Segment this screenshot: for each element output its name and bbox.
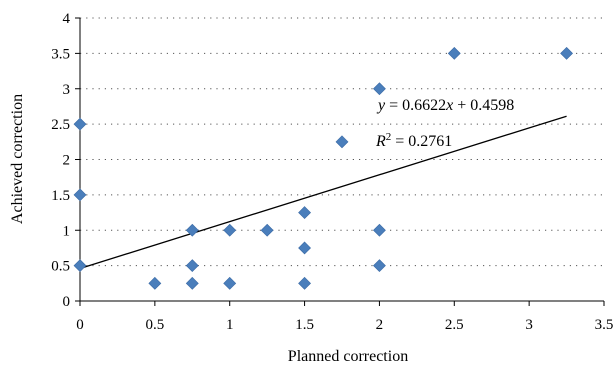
x-axis-title: Planned correction xyxy=(288,348,408,365)
y-tick-label-0: 0 xyxy=(63,294,71,310)
data-point-4 xyxy=(185,276,199,290)
data-point-14 xyxy=(373,259,386,273)
r-squared-exponent: 2 xyxy=(386,131,392,143)
data-point-8 xyxy=(223,223,237,237)
trendline-group xyxy=(79,115,567,270)
equation-slope: = 0.6622 xyxy=(385,97,446,114)
x-tick-label-4: 2 xyxy=(376,317,384,333)
equation-intercept: + 0.4598 xyxy=(453,97,514,114)
data-point-13 xyxy=(335,135,349,149)
data-point-17 xyxy=(447,46,461,60)
x-tick-label-5: 2.5 xyxy=(445,317,464,333)
data-point-5 xyxy=(185,259,199,273)
y-tick-label-6: 3 xyxy=(63,82,71,98)
x-tick-label-7: 3.5 xyxy=(595,317,613,333)
r-squared-value: = 0.2761 xyxy=(391,133,452,150)
y-tick-label-4: 2 xyxy=(63,153,71,169)
y-tick-label-7: 3.5 xyxy=(51,46,70,62)
data-point-10 xyxy=(298,276,311,290)
x-tick-label-1: 0.5 xyxy=(145,317,164,333)
data-point-16 xyxy=(373,82,386,96)
data-point-1 xyxy=(73,188,87,202)
data-point-0 xyxy=(73,259,87,273)
r-squared-base: R xyxy=(375,133,386,150)
y-tick-label-1: 0.5 xyxy=(51,259,70,275)
y-axis-title: Achieved correction xyxy=(9,94,26,224)
data-point-15 xyxy=(373,223,386,237)
data-point-9 xyxy=(260,223,274,237)
data-point-11 xyxy=(298,241,311,255)
trendline-equation: y = 0.6622x + 0.4598 xyxy=(376,97,514,114)
equation-x: x xyxy=(445,97,453,114)
x-tick-label-6: 3 xyxy=(525,317,533,333)
data-point-6 xyxy=(185,223,199,237)
equation-y: y xyxy=(376,97,386,114)
x-tick-label-2: 1 xyxy=(226,317,234,333)
data-points xyxy=(73,46,573,290)
y-tick-label-5: 2.5 xyxy=(51,117,70,133)
x-tick-label-0: 0 xyxy=(76,317,84,333)
data-point-12 xyxy=(298,206,311,219)
axes xyxy=(75,17,605,306)
data-point-18 xyxy=(560,46,573,60)
x-tick-label-3: 1.5 xyxy=(295,317,314,333)
y-tick-label-8: 4 xyxy=(63,11,71,27)
data-point-3 xyxy=(148,276,162,290)
trendline xyxy=(79,115,567,270)
data-point-2 xyxy=(73,117,87,131)
gridlines xyxy=(80,17,604,267)
y-tick-label-2: 1 xyxy=(63,223,71,239)
r-squared-label: R2 = 0.2761 xyxy=(375,131,452,150)
data-point-7 xyxy=(223,276,237,290)
tick-labels: 0 0.5 1 1.5 2 2.5 3 3.5 4 0 0.5 1 1.5 2 2.5 3 3.5 xyxy=(51,11,613,333)
y-tick-label-3: 1.5 xyxy=(51,188,70,204)
